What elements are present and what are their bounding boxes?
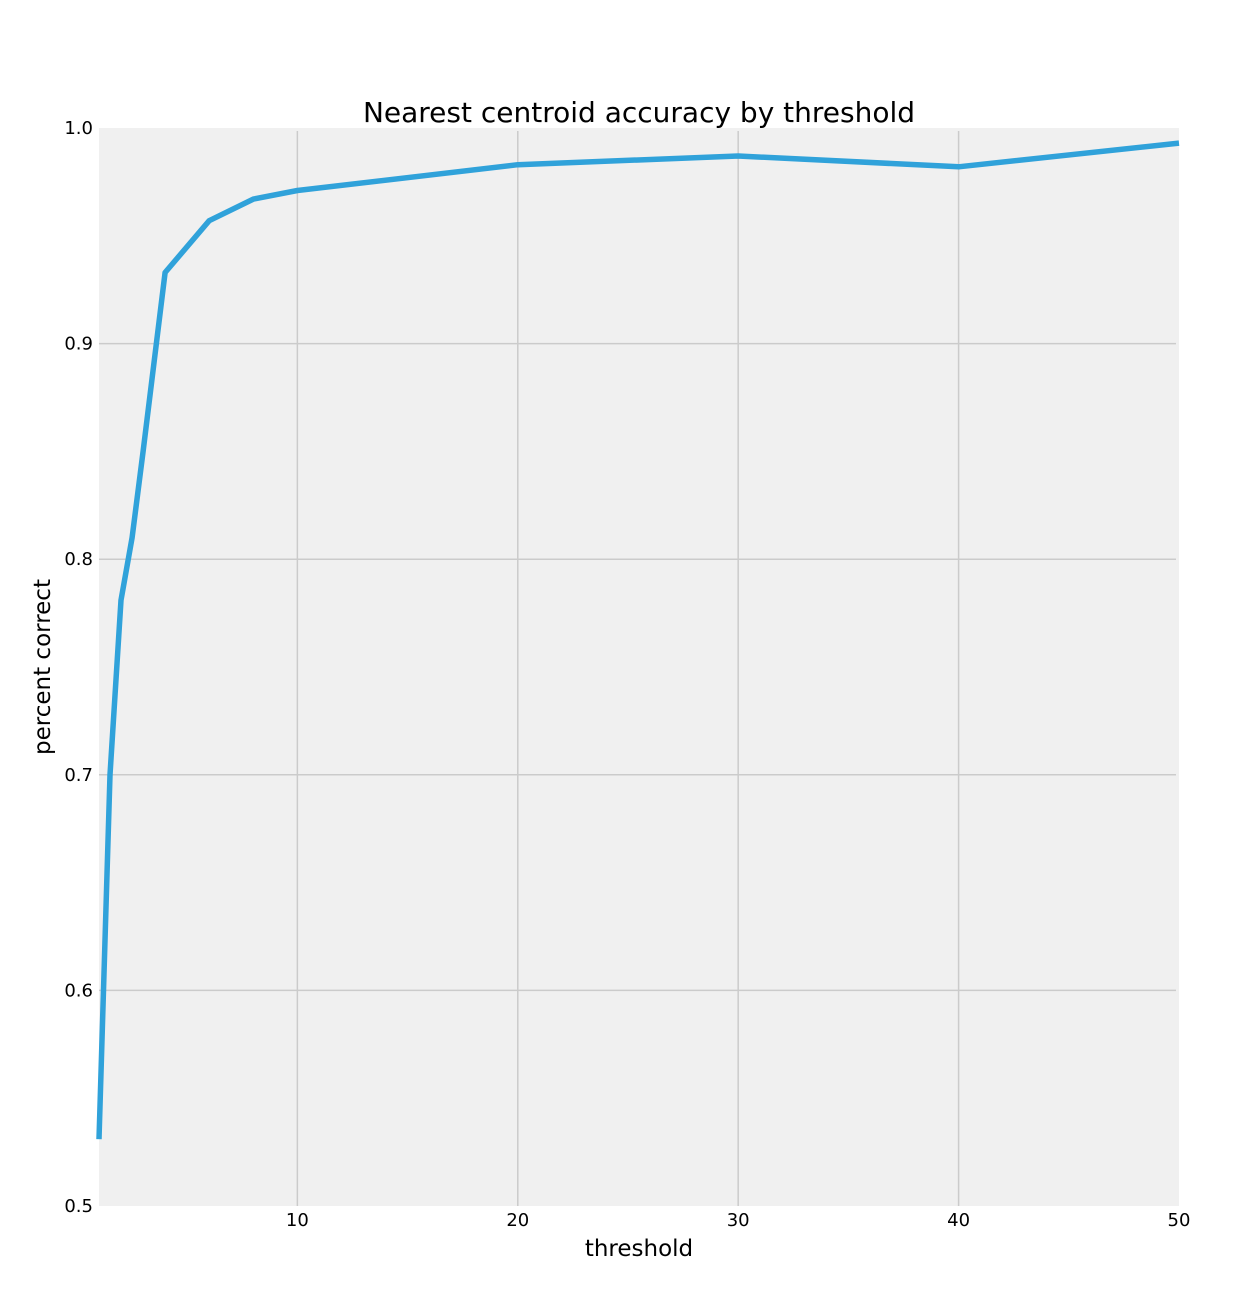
series-layer <box>96 140 1180 1140</box>
x-tick-label: 30 <box>727 1210 750 1231</box>
series-line <box>96 140 1180 1140</box>
y-tick-label: 0.5 <box>64 1196 93 1217</box>
y-axis-label: percent correct <box>30 579 56 755</box>
y-tick-label: 1.0 <box>64 118 93 139</box>
y-tick-label: 0.9 <box>64 334 93 355</box>
tick-labels: 10 20 30 40 50 0.5 0.6 0.7 0.8 0.9 1.0 <box>64 118 1190 1231</box>
x-tick-label: 10 <box>286 1210 309 1231</box>
x-axis-label: threshold <box>585 1236 693 1262</box>
y-tick-label: 0.6 <box>64 980 93 1001</box>
chart-title: Nearest centroid accuracy by threshold <box>363 96 915 129</box>
grid <box>99 131 1176 1206</box>
x-tick-label: 40 <box>947 1210 970 1231</box>
plot-area <box>99 128 1179 1206</box>
x-tick-label: 20 <box>506 1210 529 1231</box>
x-tick-label: 50 <box>1168 1210 1191 1231</box>
y-tick-label: 0.8 <box>64 549 93 570</box>
y-tick-label: 0.7 <box>64 765 93 786</box>
